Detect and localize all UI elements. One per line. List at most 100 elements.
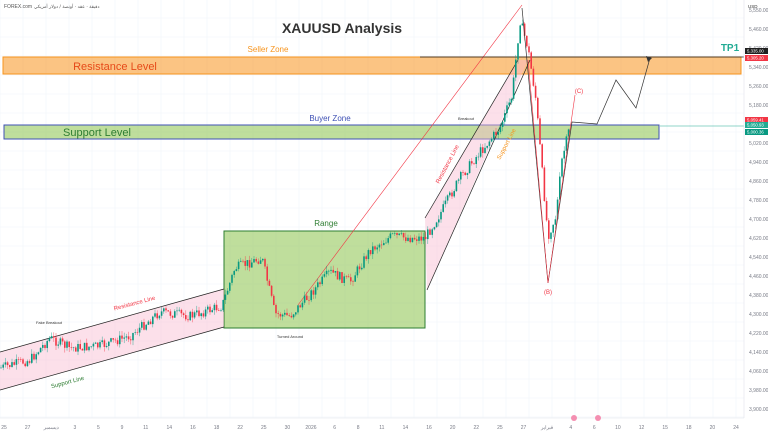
candle-body	[354, 275, 356, 282]
candle-body	[270, 285, 273, 296]
candle-body	[101, 340, 103, 343]
candle-body	[504, 113, 506, 122]
candle-body	[427, 229, 429, 240]
price-tick-label: 4,620.00	[749, 236, 768, 242]
candle-body	[39, 347, 42, 353]
candle-body	[332, 269, 334, 273]
candle-body	[405, 237, 407, 241]
candle-body	[413, 237, 416, 240]
candle-body	[165, 308, 167, 311]
tp1-arrowhead	[646, 56, 652, 62]
candle-body	[499, 126, 502, 133]
candle-body	[365, 256, 367, 260]
candle-body	[517, 43, 519, 60]
candle-body	[565, 136, 568, 151]
candle-body	[143, 322, 145, 330]
candle-body	[460, 171, 462, 180]
candle-body	[147, 321, 150, 325]
candle-body	[31, 353, 33, 363]
candle-body	[149, 321, 152, 325]
candle-body	[550, 232, 552, 239]
candle-body	[204, 309, 207, 317]
price-tick-label: 3,980.00	[749, 388, 768, 394]
candle-body	[286, 312, 288, 316]
candle-body	[141, 322, 143, 328]
candle-body	[519, 25, 521, 44]
candle-body	[369, 250, 372, 255]
candle-body	[277, 313, 279, 315]
candle-body	[136, 332, 139, 333]
event-flag-icon[interactable]	[571, 415, 577, 421]
projection-path	[521, 7, 651, 284]
candle-body	[11, 362, 13, 367]
candle-body	[145, 324, 147, 330]
candle-body	[508, 102, 510, 106]
candle-body	[53, 336, 55, 338]
candle-body	[431, 229, 433, 235]
candle-body	[176, 310, 178, 312]
price-tick-label: 4,540.00	[749, 255, 768, 261]
time-tick-label: 25	[261, 425, 267, 431]
candle-body	[394, 232, 396, 234]
candle-body	[134, 332, 136, 334]
price-axis-bg	[744, 0, 768, 435]
time-tick-label: 5	[97, 425, 100, 431]
candle-body	[17, 359, 20, 360]
candle-body	[548, 220, 550, 239]
time-tick-label: 2026	[305, 425, 316, 431]
candle-body	[510, 98, 513, 103]
buyer-zone-title: Buyer Zone	[309, 114, 351, 123]
candle-body	[123, 337, 125, 339]
candle-body	[231, 274, 233, 283]
candle-body	[24, 363, 26, 367]
candle-body	[493, 131, 495, 139]
candle-body	[220, 310, 222, 311]
candle-body	[193, 312, 196, 318]
candle-body	[479, 147, 482, 157]
candle-body	[552, 224, 554, 233]
range-label: Range	[314, 219, 338, 228]
price-badges: 5,335.00 5,305.20 5,059.415,050.93 5,000.36	[745, 48, 768, 135]
candle-body	[15, 359, 18, 365]
fake-breakout-label: Fake Breakout	[36, 320, 63, 325]
candle-body	[35, 354, 37, 360]
candle-body	[363, 256, 365, 268]
candle-body	[561, 158, 563, 177]
candle-body	[468, 161, 471, 174]
candle-body	[457, 179, 460, 181]
candle-body	[266, 266, 268, 281]
candle-body	[567, 129, 570, 137]
candle-body	[532, 68, 535, 86]
candle-body	[301, 302, 304, 308]
candle-body	[156, 313, 158, 319]
candle-body	[495, 131, 497, 135]
price-tick-label: 4,220.00	[749, 331, 768, 337]
event-flag-icon-2[interactable]	[595, 415, 601, 421]
candle-body	[449, 192, 451, 196]
price-tick-label: 4,860.00	[749, 179, 768, 185]
time-tick-label: 22	[237, 425, 243, 431]
candle-body	[224, 294, 227, 300]
candle-body	[521, 23, 524, 26]
time-tick-label: ديسمبر	[43, 425, 59, 431]
candle-body	[154, 313, 156, 317]
time-tick-label: 27	[521, 425, 527, 431]
price-badge-label: 5,059.41	[747, 118, 764, 123]
candle-body	[407, 237, 409, 241]
seller-zone-title: Seller Zone	[248, 45, 289, 54]
candle-body	[242, 260, 244, 262]
time-tick-label: 11	[379, 425, 384, 431]
candle-body	[182, 313, 185, 316]
candle-body	[319, 282, 321, 285]
candle-body	[515, 59, 517, 78]
candle-body	[251, 262, 253, 268]
candle-body	[262, 258, 264, 261]
time-tick-label: 9	[121, 425, 124, 431]
time-tick-label: 15	[662, 425, 668, 431]
right-channel-fill	[425, 60, 528, 290]
candle-body	[160, 311, 163, 316]
candle-body	[255, 259, 257, 262]
candle-body	[391, 233, 394, 235]
candle-body	[226, 290, 229, 295]
